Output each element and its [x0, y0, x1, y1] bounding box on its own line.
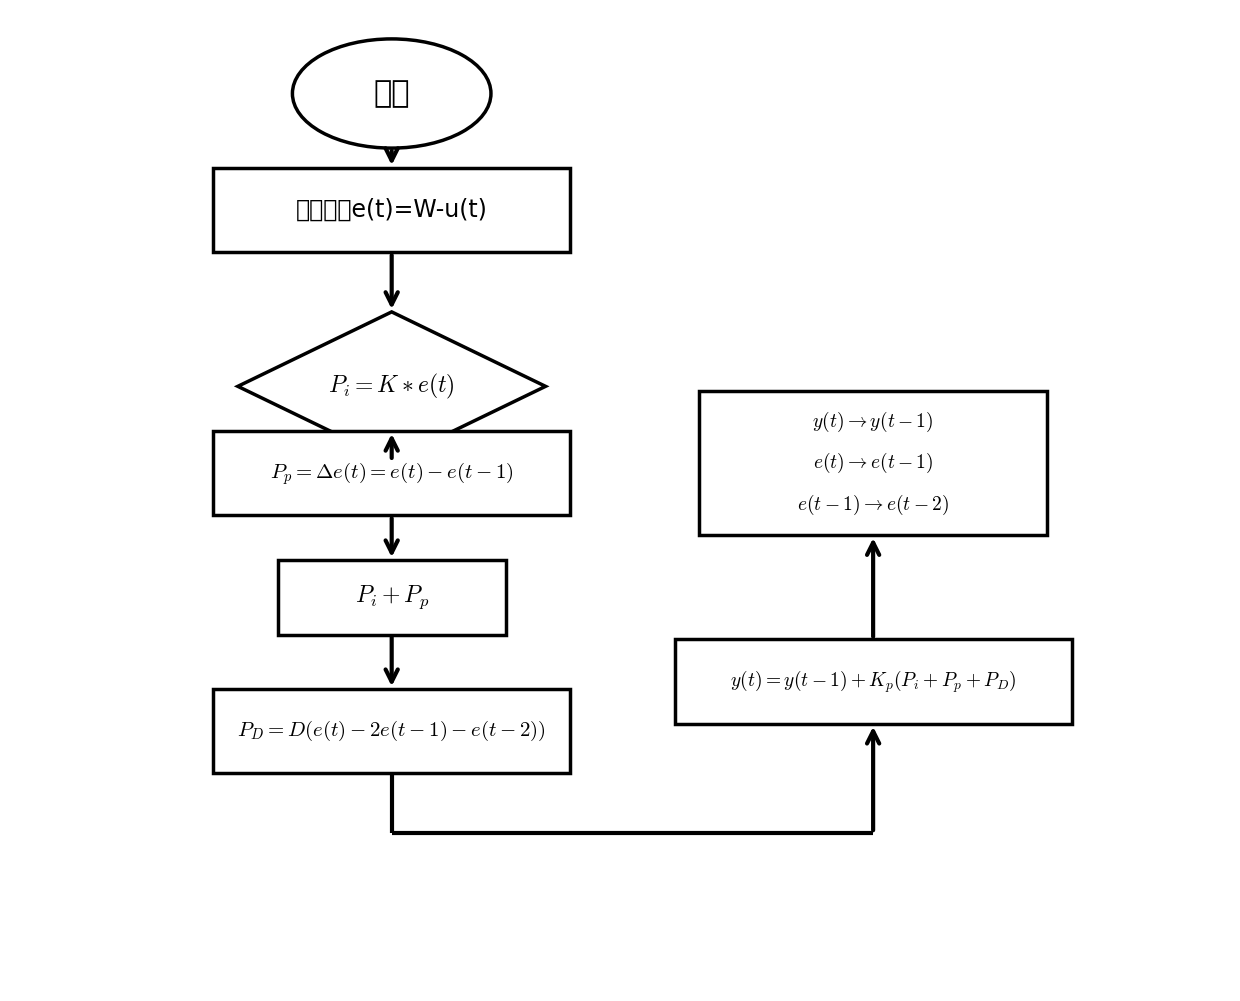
- Text: $P_i = K*e(t)$: $P_i = K*e(t)$: [329, 371, 455, 400]
- Text: $e(t) \rightarrow e(t-1)$: $e(t) \rightarrow e(t-1)$: [813, 451, 934, 475]
- Bar: [278, 561, 506, 635]
- Bar: [213, 431, 570, 516]
- Text: $y(t)=y(t-1)+K_p(P_i+P_p+P_D)$: $y(t)=y(t-1)+K_p(P_i+P_p+P_D)$: [730, 669, 1017, 695]
- Text: 计算偏差e(t)=W-u(t): 计算偏差e(t)=W-u(t): [296, 198, 487, 222]
- Text: $P_i + P_p$: $P_i + P_p$: [355, 584, 429, 611]
- Bar: [213, 689, 570, 774]
- Bar: [699, 391, 1047, 536]
- Bar: [675, 640, 1071, 724]
- Text: $y(t) \rightarrow y(t-1)$: $y(t) \rightarrow y(t-1)$: [812, 409, 934, 433]
- Text: $P_p = \Delta e(t) = e(t) - e(t-1)$: $P_p = \Delta e(t) = e(t) - e(t-1)$: [270, 459, 513, 486]
- Text: $P_D = D(e(t) - 2e(t-1) - e(t-2))$: $P_D = D(e(t) - 2e(t-1) - e(t-2))$: [237, 720, 546, 744]
- Bar: [213, 168, 570, 252]
- Polygon shape: [238, 312, 546, 460]
- Text: 开始: 开始: [373, 79, 410, 108]
- Ellipse shape: [293, 39, 491, 148]
- Text: $e(t-1) \rightarrow e(t-2)$: $e(t-1) \rightarrow e(t-2)$: [797, 492, 949, 518]
